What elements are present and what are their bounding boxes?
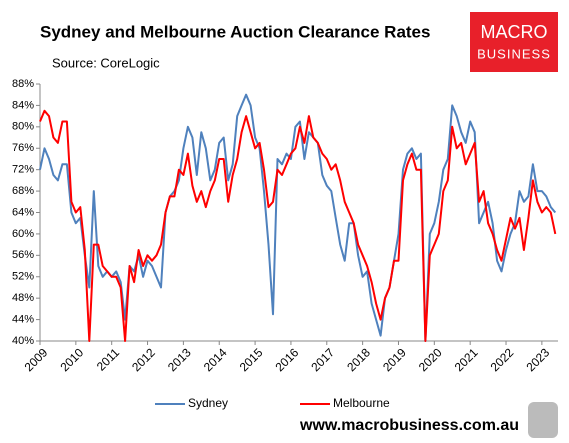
x-tick-label: 2013 <box>165 345 194 374</box>
x-tick-label: 2021 <box>452 345 481 374</box>
x-tick-label: 2014 <box>201 345 230 374</box>
y-tick-label: 84% <box>12 99 34 111</box>
x-tick-label: 2011 <box>94 345 122 373</box>
x-tick-label: 2010 <box>57 345 86 374</box>
y-tick-label: 76% <box>12 142 34 154</box>
y-tick-label: 80% <box>12 121 34 133</box>
chart-title: Sydney and Melbourne Auction Clearance R… <box>40 22 430 41</box>
y-tick-label: 44% <box>12 313 34 325</box>
chart-subtitle: Source: CoreLogic <box>52 55 160 70</box>
series-line <box>39 109 557 342</box>
y-tick-label: 52% <box>12 271 34 283</box>
x-tick-label: 2022 <box>488 345 517 374</box>
series-line <box>39 93 557 342</box>
logo-bottom: BUSINESS <box>477 46 551 61</box>
legend-label: Sydney <box>188 396 228 410</box>
y-tick-label: 68% <box>12 185 34 197</box>
y-tick-label: 40% <box>12 335 34 347</box>
y-tick-label: 56% <box>12 249 34 261</box>
x-tick-label: 2016 <box>273 345 302 374</box>
y-tick-label: 48% <box>12 292 34 304</box>
y-tick-label: 60% <box>12 228 34 240</box>
y-tick-label: 88% <box>12 78 34 90</box>
x-tick-label: 2023 <box>523 345 552 374</box>
y-tick-label: 64% <box>12 206 34 218</box>
x-tick-label: 2020 <box>416 345 445 374</box>
legend-label: Melbourne <box>333 396 390 410</box>
x-tick-label: 2012 <box>129 345 158 374</box>
wolf-icon <box>528 402 558 438</box>
x-tick-label: 2017 <box>308 345 337 374</box>
logo <box>470 12 558 72</box>
logo-top: MACRO <box>481 22 548 42</box>
website: www.macrobusiness.com.au <box>299 417 519 434</box>
y-tick-label: 72% <box>12 164 34 176</box>
x-tick-label: 2015 <box>237 345 266 374</box>
x-tick-label: 2019 <box>380 345 409 374</box>
x-tick-label: 2009 <box>22 345 51 374</box>
x-tick-label: 2018 <box>344 345 373 374</box>
